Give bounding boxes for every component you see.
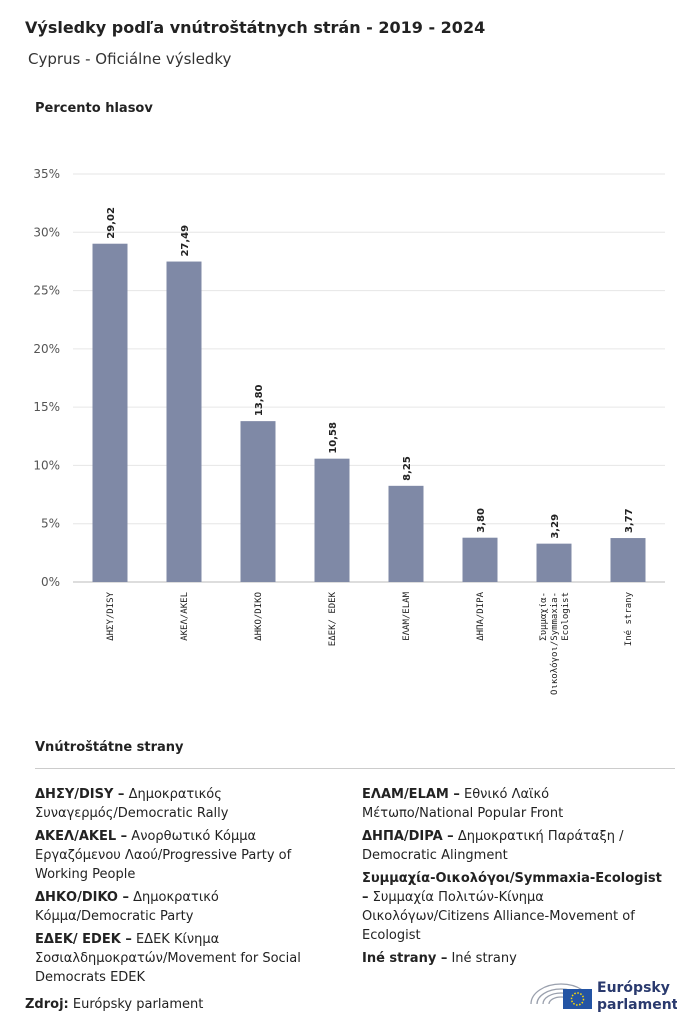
legend-item: ΕΔΕΚ/ EDEK – ΕΔΕΚ Κίνημα Σοσιαλδημοκρατώ…	[35, 930, 335, 987]
legend-key: ΕΛΑΜ/ELAM –	[362, 787, 460, 802]
source-label: Zdroj:	[25, 997, 69, 1012]
x-tick-label: ΔΗΚΟ/DIKO	[254, 592, 264, 641]
legend-key: ΕΔΕΚ/ EDEK –	[35, 932, 132, 947]
x-tick-label: ΔΗΠΑ/DIPA	[476, 591, 486, 640]
x-tick-label: ΔΗΣΥ/DISY	[106, 591, 116, 640]
legend-key: Συμμαχία-Οικολόγοι/Symmaxia-Ecologist –	[362, 871, 662, 905]
legend-column: ΔΗΣΥ/DISY – Δημοκρατικός Συναγερμός/Demo…	[35, 785, 362, 991]
legend-text: Δημοκρατικό Κόμμα/Democratic Party	[35, 890, 219, 924]
legend-text: Δημοκρατική Παράταξη / Democratic Alingm…	[362, 829, 624, 863]
value-label: 8,25	[402, 456, 413, 481]
x-tick-label: ΕΔΕΚ/ EDEK	[328, 591, 338, 646]
bar	[314, 458, 350, 582]
legend: ΔΗΣΥ/DISY – Δημοκρατικός Συναγερμός/Demo…	[35, 768, 675, 991]
legend-item: ΔΗΣΥ/DISY – Δημοκρατικός Συναγερμός/Demo…	[35, 785, 335, 823]
y-tick-label: 15%	[33, 400, 60, 414]
y-tick-label: 0%	[41, 575, 60, 589]
y-tick-label: 5%	[41, 517, 60, 531]
legend-title: Vnútroštátne strany	[35, 740, 184, 755]
logo-text: Európsky	[597, 980, 670, 996]
bar	[610, 538, 646, 582]
source-text: Európsky parlament	[72, 997, 204, 1012]
value-label: 3,77	[624, 508, 635, 533]
value-label: 3,80	[476, 508, 487, 533]
logo: Európsky parlament	[530, 980, 677, 1013]
logo-text: parlament	[597, 997, 677, 1013]
legend-item: ΕΛΑΜ/ELAM – Εθνικό Λαϊκό Μέτωπο/National…	[362, 785, 662, 823]
y-axis-label: Percento hlasov	[35, 101, 153, 116]
legend-text: Εθνικό Λαϊκό Μέτωπο/National Popular Fro…	[362, 787, 564, 821]
legend-key: Iné strany –	[362, 951, 448, 966]
value-label: 10,58	[328, 422, 339, 454]
chart: 0% 5% 10% 15% 20% 25% 30% 35% 29,02 ΔΗΣΥ/DISY 27,4…	[33, 167, 665, 695]
value-label: 27,49	[180, 225, 191, 257]
legend-item: Iné strany – Iné strany	[362, 949, 662, 968]
y-tick-label: 25%	[33, 284, 60, 298]
bar	[462, 537, 498, 582]
legend-text: Δημοκρατικός Συναγερμός/Democratic Rally	[35, 787, 229, 821]
value-label: 29,02	[106, 207, 117, 239]
bar	[166, 261, 202, 582]
x-tick-label: ΑΚΕΛ/AKEL	[180, 592, 190, 641]
legend-column: ΕΛΑΜ/ELAM – Εθνικό Λαϊκό Μέτωπο/National…	[362, 785, 675, 991]
value-label: 13,80	[254, 384, 265, 416]
legend-item: ΑΚΕΛ/AKEL – Ανορθωτικό Κόμμα Εργαζόμενου…	[35, 827, 335, 884]
legend-text: Ανορθωτικό Κόμμα Εργαζόμενου Λαού/Progre…	[35, 829, 292, 882]
x-tick-label: Συμμαχία-Οικολόγοι/Symmaxia-Ecologist	[539, 592, 571, 695]
legend-text: ΕΔΕΚ Κίνημα Σοσιαλδημοκρατών/Movement fo…	[35, 932, 301, 985]
x-tick-label: ΕΛΑΜ/ELAM	[402, 591, 412, 640]
y-tick-label: 35%	[33, 167, 60, 181]
bar	[92, 243, 128, 582]
y-tick-label: 20%	[33, 342, 60, 356]
value-label: 3,29	[550, 514, 561, 539]
source: Zdroj: Európsky parlament	[25, 997, 203, 1012]
legend-key: ΔΗΣΥ/DISY –	[35, 787, 125, 802]
bar	[240, 421, 276, 582]
legend-key: ΔΗΚΟ/DIKO –	[35, 890, 130, 905]
y-tick-label: 10%	[33, 458, 60, 472]
legend-key: ΔΗΠΑ/DIPA –	[362, 829, 454, 844]
bar	[536, 543, 572, 582]
bar	[388, 485, 424, 582]
legend-key: ΑΚΕΛ/AKEL –	[35, 829, 128, 844]
legend-text: Συμμαχία Πολιτών-Κίνημα Οικολόγων/Citize…	[362, 890, 635, 943]
y-tick-label: 30%	[33, 225, 60, 239]
legend-text: Iné strany	[451, 951, 517, 966]
chart-title: Výsledky podľa vnútroštátnych strán - 20…	[25, 18, 486, 37]
chart-subtitle: Cyprus - Oficiálne výsledky	[28, 50, 232, 68]
legend-item: ΔΗΚΟ/DIKO – Δημοκρατικό Κόμμα/Democratic…	[35, 888, 335, 926]
x-tick-label: Iné strany	[623, 591, 634, 646]
legend-item: ΔΗΠΑ/DIPA – Δημοκρατική Παράταξη / Democ…	[362, 827, 662, 865]
legend-item: Συμμαχία-Οικολόγοι/Symmaxia-Ecologist – …	[362, 869, 662, 945]
